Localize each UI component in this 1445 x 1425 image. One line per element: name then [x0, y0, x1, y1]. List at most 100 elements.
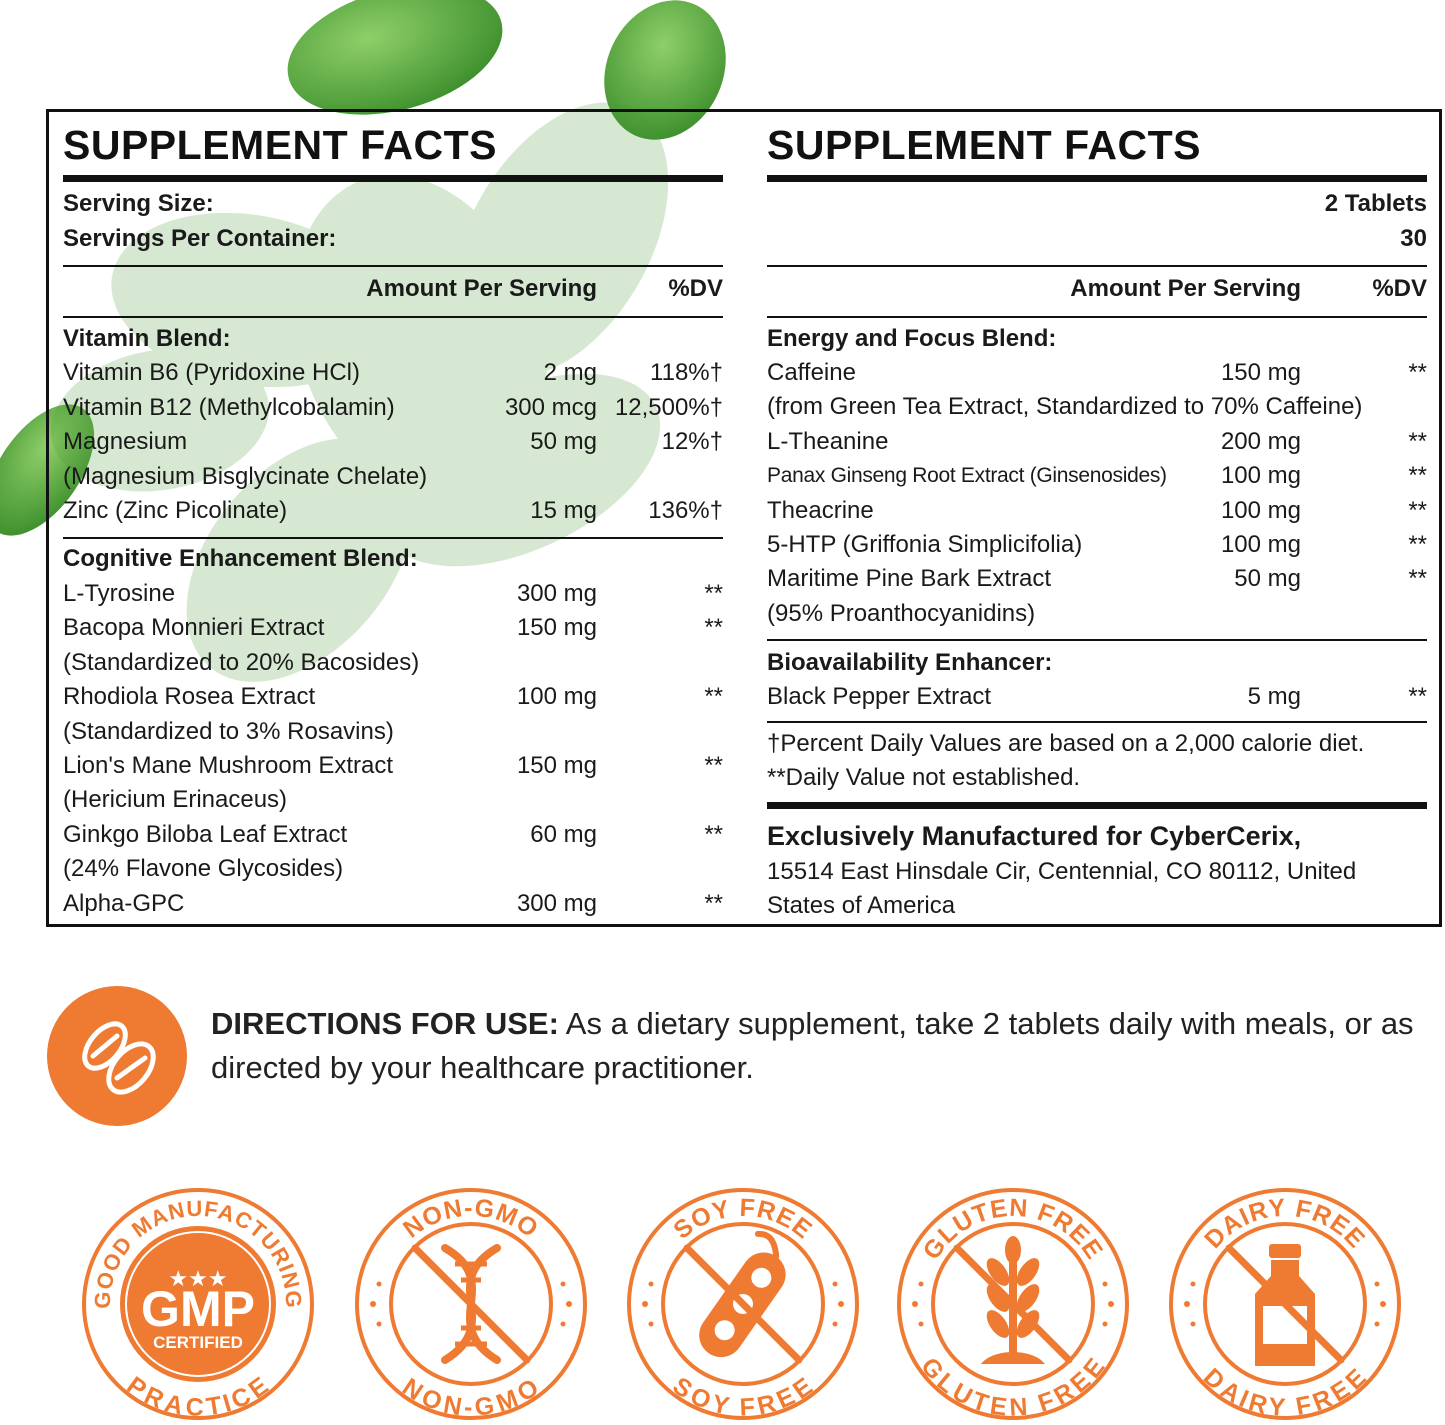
- manufacturer-address-line1: 15514 East Hinsdale Cir, Centennial, CO …: [767, 858, 1357, 885]
- ingredient-name: Ginkgo Biloba Leaf Extract: [63, 820, 348, 848]
- ingredient-row: Vitamin B6 (Pyridoxine HCl) 2 mg 118%†: [63, 357, 723, 389]
- ingredient-row: Caffeine 150 mg **: [767, 357, 1427, 389]
- certified-center-label: CERTIFIED: [153, 1333, 243, 1352]
- divider: [63, 316, 723, 318]
- ingredient-name: (Hericium Erinaceus): [63, 786, 288, 814]
- ingredient-amount: 200 mg: [1220, 427, 1301, 455]
- ingredient-row: Panax Ginseng Root Extract (Ginsenosides…: [767, 460, 1427, 492]
- ingredient-dv: **: [704, 683, 723, 711]
- badge-dairy-free: DAIRY FREE DAIRY FREE: [1169, 1188, 1401, 1422]
- ingredient-dv: **: [704, 820, 723, 848]
- section-title: Bioavailability Enhancer:: [767, 649, 1053, 676]
- stars-icon: ★★★: [168, 1267, 227, 1292]
- ingredient-dv: **: [704, 889, 723, 917]
- prohibited-slash: [1225, 1244, 1345, 1364]
- serving-size-value: 2 Tablets: [1324, 190, 1427, 217]
- servings-label: Servings Per Container:: [63, 225, 337, 252]
- ingredient-row: (24% Flavone Glycosides): [63, 853, 723, 885]
- ingredient-amount: 100 mg: [1220, 462, 1301, 490]
- divider: [767, 721, 1427, 723]
- ingredient-row: L-Tyrosine 300 mg **: [63, 578, 723, 610]
- energy-blend-header: Energy and Focus Blend:: [767, 323, 1427, 355]
- divider: [767, 802, 1427, 809]
- dv-header: %DV: [668, 275, 723, 302]
- divider: [767, 316, 1427, 318]
- column-header-row: Amount Per Serving %DV: [63, 273, 723, 305]
- ingredient-name: Black Pepper Extract: [767, 683, 992, 710]
- ingredient-row: Alpha-GPC 300 mg **: [63, 888, 723, 920]
- ingredient-row: Magnesium 50 mg 12%†: [63, 426, 723, 458]
- directions-body: As a dietary supplement, take 2 tablets …: [211, 1006, 1414, 1085]
- servings-value: 30: [1400, 225, 1427, 252]
- ingredient-name: L-Tyrosine: [63, 580, 176, 607]
- ingredient-row: Vitamin B12 (Methylcobalamin) 300 mcg 12,5…: [63, 392, 723, 424]
- ingredient-row: L-Theanine 200 mg **: [767, 426, 1427, 458]
- ingredient-amount: 60 mg: [530, 820, 597, 848]
- right-facts-title: SUPPLEMENT FACTS: [767, 122, 1201, 168]
- column-header-row: Amount Per Serving %DV: [767, 273, 1427, 305]
- ingredient-row: Rhodiola Rosea Extract 100 mg **: [63, 681, 723, 713]
- ingredient-dv: **: [704, 614, 723, 642]
- cognitive-blend-header: Cognitive Enhancement Blend:: [63, 543, 723, 575]
- ingredient-amount: 300 mcg: [504, 393, 597, 421]
- ingredient-row: Theacrine 100 mg **: [767, 495, 1427, 527]
- ingredient-amount: 100 mg: [1220, 496, 1301, 524]
- ingredient-name: 5-HTP (Griffonia Simplicifolia): [767, 531, 1083, 558]
- ingredient-name: Lion's Mane Mushroom Extract: [63, 752, 394, 779]
- badge-good-manufacturing: ★★★ GMP CERTIFIED GOOD MANUFACTURING PRA…: [82, 1188, 314, 1422]
- ingredient-dv: **: [1408, 427, 1427, 455]
- divider: [767, 175, 1427, 182]
- ingredient-dv: **: [704, 752, 723, 779]
- left-facts-title: SUPPLEMENT FACTS: [63, 122, 497, 168]
- ingredient-name: Zinc (Zinc Picolinate): [63, 497, 288, 524]
- tablets-icon: [47, 986, 187, 1126]
- ingredient-amount: 150 mg: [516, 752, 597, 779]
- ingredient-name: Theacrine: [767, 496, 874, 524]
- ingredient-name: Alpha-GPC: [63, 889, 185, 917]
- divider: [63, 175, 723, 182]
- ingredient-row: 5-HTP (Griffonia Simplicifolia) 100 mg **: [767, 529, 1427, 561]
- divider: [767, 639, 1427, 641]
- vitamin-blend-header: Vitamin Blend:: [63, 323, 723, 355]
- ingredient-row: (from Green Tea Extract, Standardized to…: [767, 391, 1427, 423]
- ingredient-name: (Standardized to 20% Bacosides): [63, 648, 420, 676]
- manufacturer-address-line2: States of America: [767, 892, 956, 919]
- manufacturer-title: Exclusively Manufactured for CyberCerix,: [767, 821, 1302, 851]
- ingredient-amount: 50 mg: [1234, 565, 1301, 593]
- ingredient-name: (24% Flavone Glycosides): [63, 855, 344, 883]
- ingredient-name: Maritime Pine Bark Extract: [767, 565, 1052, 593]
- serving-size-label: Serving Size:: [63, 190, 214, 217]
- ingredient-name: Caffeine: [767, 359, 856, 386]
- prohibited-slash: [411, 1244, 531, 1364]
- section-title: Vitamin Blend:: [63, 325, 231, 352]
- ingredient-dv: 12%†: [661, 428, 723, 455]
- ingredient-name: L-Theanine: [767, 427, 889, 455]
- ingredient-name: (95% Proanthocyanidins): [767, 599, 1036, 627]
- prohibited-slash: [683, 1244, 803, 1364]
- ingredient-row: (Standardized to 3% Rosavins): [63, 716, 723, 748]
- divider: [63, 537, 723, 539]
- svg-text:★★★: ★★★: [168, 1267, 227, 1292]
- bioavailability-header: Bioavailability Enhancer:: [767, 647, 1427, 679]
- ingredient-name: Bacopa Monnieri Extract: [63, 614, 325, 642]
- ingredient-row: (95% Proanthocyanidins): [767, 598, 1427, 630]
- ingredient-name: Vitamin B12 (Methylcobalamin): [63, 393, 395, 421]
- divider: [63, 265, 723, 267]
- directions-label: DIRECTIONS FOR USE:: [211, 1006, 559, 1041]
- amount-per-serving-header: Amount Per Serving: [366, 275, 597, 302]
- directions-text: DIRECTIONS FOR USE: As a dietary supplem…: [211, 1002, 1443, 1090]
- ingredient-dv: **: [1408, 565, 1427, 593]
- serving-size-row: 2 Tablets: [767, 188, 1427, 220]
- ingredient-dv: **: [1408, 462, 1427, 490]
- ingredient-dv: 12,500%†: [614, 393, 723, 421]
- ingredient-name: (Magnesium Bisglycinate Chelate): [63, 462, 428, 490]
- ingredient-name: (from Green Tea Extract, Standardized to…: [767, 393, 1363, 421]
- ingredient-amount: 300 mg: [516, 889, 597, 917]
- ingredient-amount: 5 mg: [1247, 683, 1301, 710]
- ingredient-amount: 100 mg: [1220, 531, 1301, 558]
- ingredient-amount: 150 mg: [516, 614, 597, 642]
- gmp-certified-icon: ★★★ GMP CERTIFIED: [141, 1267, 255, 1352]
- ingredient-dv: **: [704, 580, 723, 607]
- ingredient-amount: 50 mg: [530, 428, 597, 455]
